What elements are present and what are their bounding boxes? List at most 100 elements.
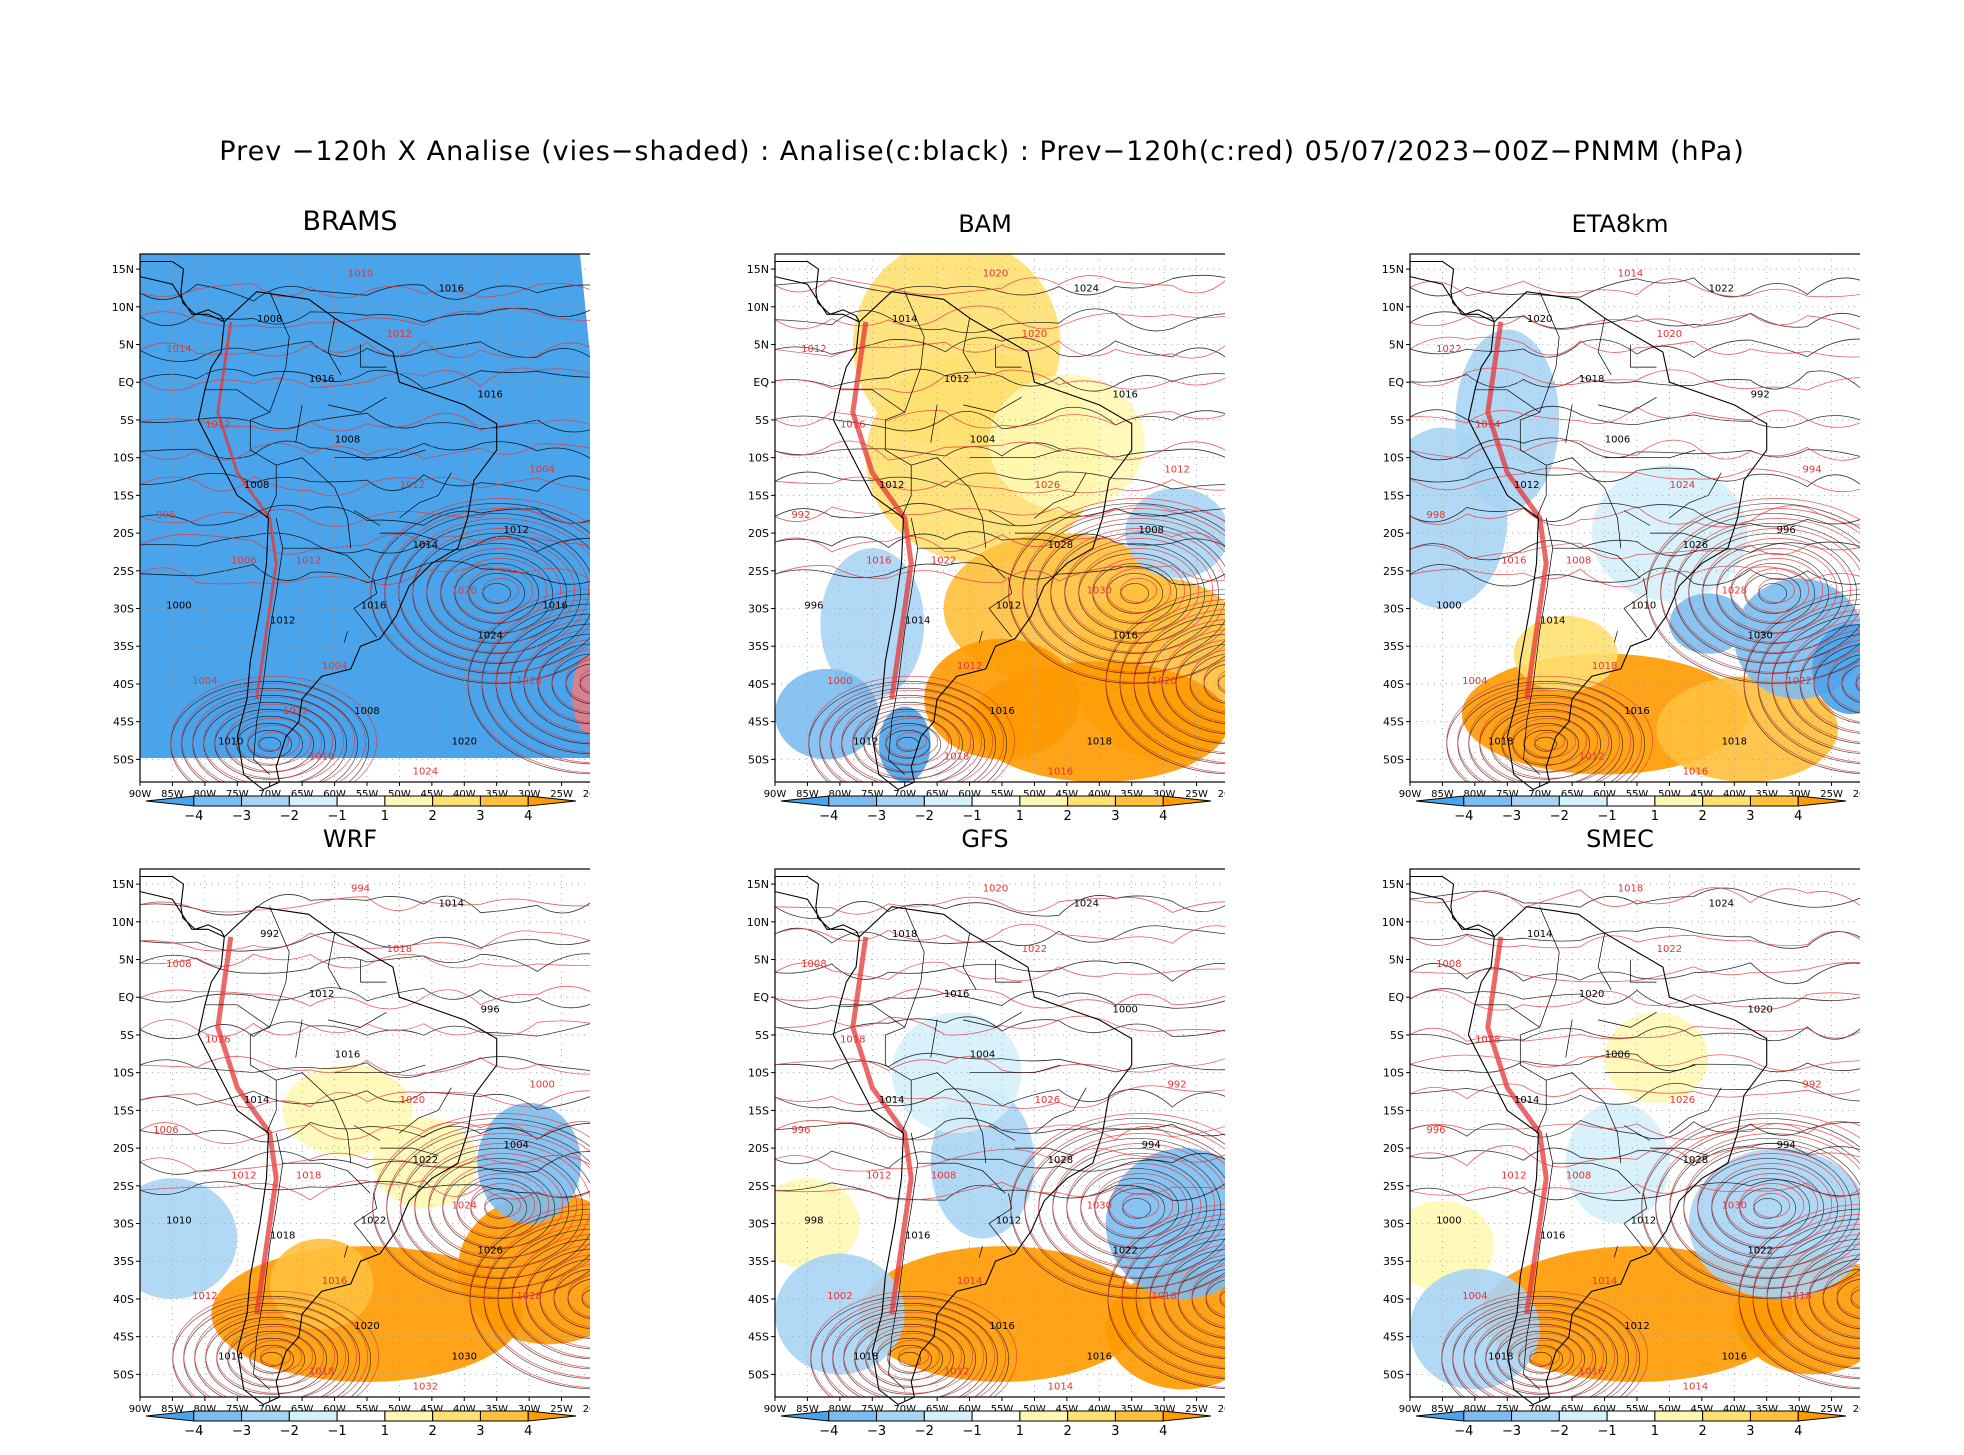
forecast-contour <box>384 508 590 673</box>
contour-value-label: 1020 <box>1747 1004 1772 1015</box>
contour-value-label: 994 <box>351 884 370 895</box>
colorbar-tick-label: 4 <box>524 809 532 824</box>
longitude-tick-label: 80W <box>1464 789 1487 800</box>
country-borders <box>1474 291 1722 775</box>
forecast-contour <box>1161 629 1225 733</box>
latitude-tick-label: 10S <box>1383 452 1404 465</box>
contour-value-label: 1000 <box>529 1080 554 1091</box>
latitude-tick-label: 5S <box>120 1029 134 1042</box>
analysis-contour <box>775 1088 1225 1112</box>
longitude-tick-label: 75W <box>1496 789 1519 800</box>
contour-value-label: 1028 <box>516 1291 541 1302</box>
contour-value-label: 1028 <box>1048 1155 1073 1166</box>
colorbar-tick-label: 1 <box>1651 809 1659 824</box>
contour-value-label: 1012 <box>1624 1321 1649 1332</box>
forecast-contour <box>236 717 312 765</box>
latitude-tick-label: EQ <box>753 376 769 389</box>
longitude-tick-label: 75W <box>1496 1404 1519 1415</box>
colorbar-tick-label: −1 <box>963 809 982 824</box>
colorbar-tick-label: 3 <box>1746 809 1754 824</box>
latitude-tick-label: 35S <box>113 1255 134 1268</box>
colorbar-segment <box>1019 1410 1069 1422</box>
forecast-contour <box>216 1318 336 1394</box>
colorbar-segment <box>145 795 195 807</box>
forecast-contour <box>1452 1297 1638 1397</box>
analysis-contour <box>1410 311 1860 329</box>
colorbar-segment <box>1067 795 1116 807</box>
contour-value-label: 1014 <box>879 1095 904 1106</box>
contour-value-label: 1008 <box>335 435 360 446</box>
analysis-contour <box>1219 1290 1225 1308</box>
forecast-contour <box>775 410 1225 429</box>
analysis-contour <box>140 1090 590 1110</box>
map-panel-wrf: WRF 1014 1018 1020 1016 1018 1012 1014 1016 1012… <box>110 825 590 1439</box>
latitude-tick-label: 35S <box>113 640 134 653</box>
latitude-tick-label: 15N <box>112 263 134 276</box>
analysis-contour <box>775 308 1225 334</box>
forecast-contour <box>1725 1173 1819 1238</box>
longitude-tick-label: 65W <box>291 789 314 800</box>
coastline <box>139 260 498 791</box>
analysis-contour <box>249 1344 295 1374</box>
forecast-contour <box>1496 1325 1594 1387</box>
contour-value-label: 1022 <box>1747 1246 1772 1257</box>
analysis-contour <box>775 991 1225 1009</box>
latitude-tick-label: 30S <box>113 603 134 616</box>
contour-value-label: 1022 <box>1709 284 1734 295</box>
colorbar-segment <box>876 1410 925 1422</box>
forecast-contour <box>1641 1113 1860 1298</box>
latitude-tick-label: EQ <box>1388 991 1404 1004</box>
analysis-contour <box>140 1021 590 1040</box>
latitude-tick-label: 15S <box>1383 1104 1404 1117</box>
forecast-contour <box>140 563 590 586</box>
analysis-contour <box>887 1344 933 1374</box>
bias-area <box>1455 329 1560 511</box>
forecast-contour <box>140 367 590 391</box>
longitude-tick-label: 60W <box>323 789 346 800</box>
country-borders <box>204 906 452 1390</box>
contour-value-label: 1016 <box>1624 706 1649 717</box>
contour-value-label: 1004 <box>529 465 554 476</box>
forecast-contour <box>1446 675 1654 782</box>
forecast-contour <box>1753 1193 1791 1218</box>
colorbar-segment <box>1797 1410 1847 1422</box>
latitude-tick-label: 10N <box>112 916 134 929</box>
longitude-tick-label: 85W <box>796 1404 819 1415</box>
latitude-tick-label: 50S <box>748 753 769 766</box>
longitude-tick-label: 90W <box>129 1404 152 1415</box>
forecast-contour <box>775 275 1225 296</box>
forecast-contour <box>203 696 345 782</box>
colorbar-tick-label: −4 <box>184 809 203 824</box>
longitude-tick-label: 20W <box>583 789 590 800</box>
colorbar-segment <box>1702 1410 1751 1422</box>
longitude-tick-label: 55W <box>991 789 1014 800</box>
longitude-tick-label: 70W <box>1528 1404 1551 1415</box>
analysis-contour <box>140 307 590 327</box>
forecast-contour <box>140 307 590 329</box>
analysis-contour <box>1120 583 1150 604</box>
colorbar-tick-label: −2 <box>280 809 299 824</box>
longitude-tick-label: 65W <box>926 1404 949 1415</box>
analysis-contour <box>1410 988 1860 1008</box>
panel-title: ETA8km <box>1571 210 1669 238</box>
forecast-contour <box>1410 406 1860 428</box>
contour-value-label: 1018 <box>1786 1291 1811 1302</box>
coastline <box>139 875 498 1406</box>
lat-lon-grid <box>1410 254 1860 782</box>
contour-value-label: 1016 <box>1112 389 1137 400</box>
contour-value-label: 1018 <box>1151 1291 1176 1302</box>
longitude-tick-label: 35W <box>485 1404 508 1415</box>
colorbar-tick-label: 3 <box>476 1424 484 1439</box>
colorbar-tick-label: 1 <box>381 1424 389 1439</box>
latitude-tick-label: 45S <box>113 1331 134 1344</box>
contour-value-label: 1030 <box>1722 1200 1747 1211</box>
colorbar-segment <box>1114 1410 1164 1422</box>
colorbar-segment <box>288 1410 338 1422</box>
latitude-tick-label: 20S <box>748 1142 769 1155</box>
latitude-tick-label: 5N <box>1389 954 1404 967</box>
contour-value-label: 1030 <box>1747 631 1772 642</box>
latitude-tick-label: 50S <box>113 753 134 766</box>
forecast-contour <box>249 1339 303 1373</box>
forecast-contour <box>1133 608 1225 753</box>
latitude-tick-label: 30S <box>1383 603 1404 616</box>
